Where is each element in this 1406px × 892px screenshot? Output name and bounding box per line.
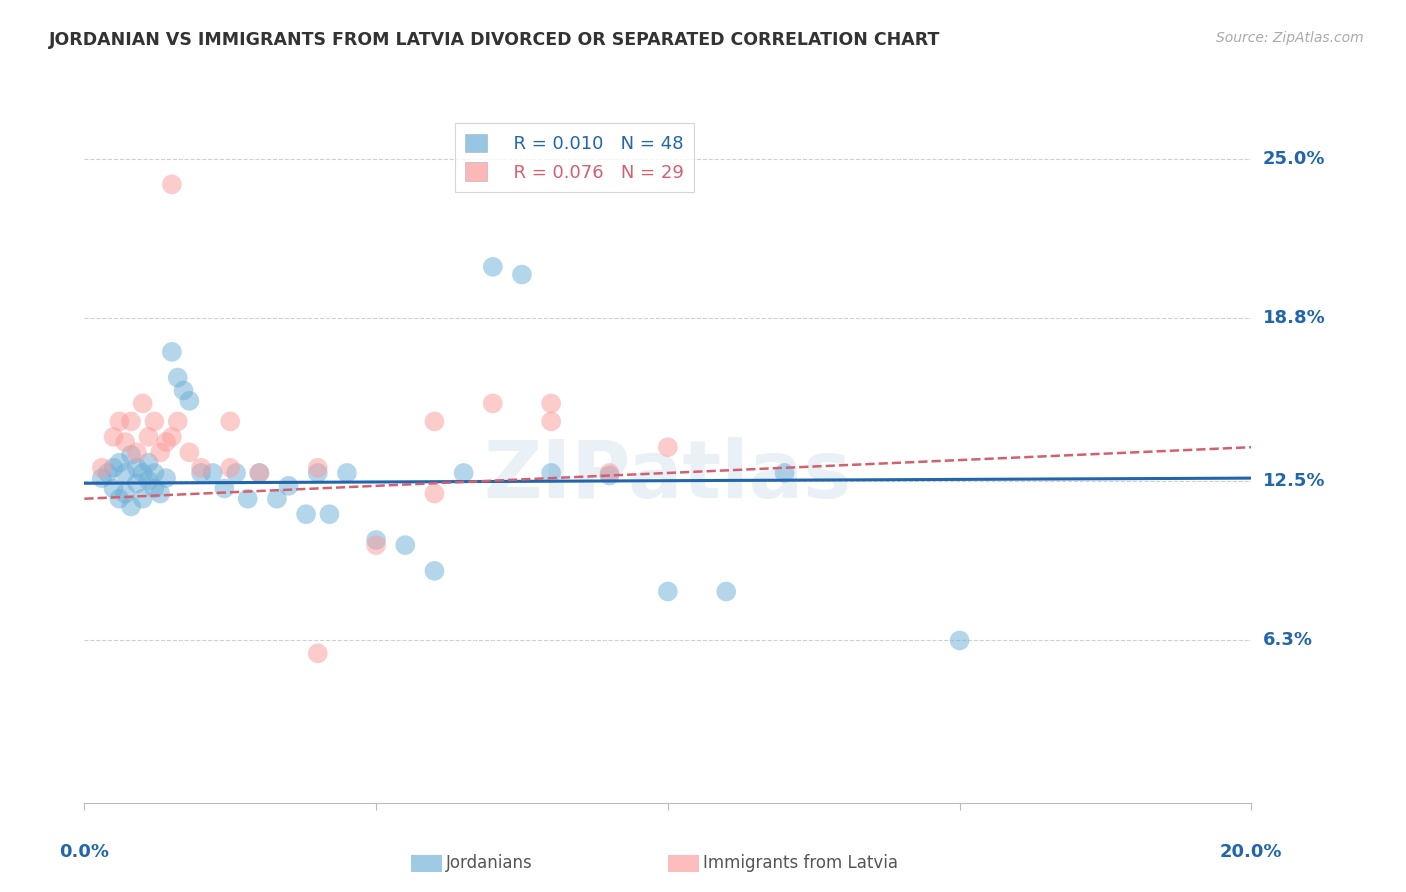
Point [423,486,446,500]
Point [132,466,155,480]
Point [120,414,142,428]
Point [143,466,166,480]
Point [540,466,562,480]
Text: Immigrants from Latvia: Immigrants from Latvia [703,855,898,872]
Text: 6.3%: 6.3% [1263,632,1313,649]
Point [540,414,562,428]
Point [714,584,737,599]
Point [201,466,224,480]
Point [132,491,155,506]
Point [173,384,195,398]
Point [481,396,505,410]
Point [114,466,136,480]
Legend:   R = 0.010   N = 48,   R = 0.076   N = 29: R = 0.010 N = 48, R = 0.076 N = 29 [454,123,695,193]
Point [160,430,183,444]
Point [214,482,236,496]
Point [97,466,120,480]
Point [125,460,148,475]
Point [481,260,505,274]
Point [336,466,359,480]
Point [219,460,242,475]
Point [155,471,177,485]
Point [423,564,446,578]
Point [307,460,329,475]
Text: JORDANIAN VS IMMIGRANTS FROM LATVIA DIVORCED OR SEPARATED CORRELATION CHART: JORDANIAN VS IMMIGRANTS FROM LATVIA DIVO… [49,31,941,49]
Point [948,633,970,648]
Point [295,507,318,521]
Point [138,430,160,444]
Point [599,466,621,480]
Point [166,370,188,384]
Point [366,533,388,547]
Point [114,435,136,450]
Point [120,500,142,514]
Point [108,456,131,470]
Point [166,414,188,428]
Point [155,435,177,450]
Point [225,466,247,480]
Point [143,414,166,428]
Point [149,486,172,500]
Point [90,460,112,475]
Point [138,456,160,470]
Text: 20.0%: 20.0% [1220,843,1282,861]
Point [307,646,329,660]
Point [773,466,796,480]
Point [90,471,112,485]
Point [307,466,329,480]
Text: 0.0%: 0.0% [59,843,110,861]
Point [394,538,416,552]
Point [510,268,533,282]
Text: Source: ZipAtlas.com: Source: ZipAtlas.com [1216,31,1364,45]
Point [125,476,148,491]
Point [190,466,212,480]
Point [103,482,125,496]
Point [247,466,270,480]
Point [657,440,679,454]
Point [179,393,201,408]
Point [247,466,270,480]
Text: ZIPatlas: ZIPatlas [484,437,852,515]
Text: 12.5%: 12.5% [1263,472,1324,490]
Point [108,491,131,506]
Point [423,414,446,428]
Text: Jordanians: Jordanians [446,855,533,872]
Point [190,460,212,475]
Point [120,448,142,462]
Point [179,445,201,459]
Point [108,414,131,428]
Point [143,482,166,496]
Point [138,474,160,488]
Point [657,584,679,599]
Text: 25.0%: 25.0% [1263,150,1324,168]
Point [103,460,125,475]
Point [125,445,148,459]
Point [266,491,288,506]
Point [599,468,621,483]
Point [453,466,475,480]
Point [103,430,125,444]
Text: 18.8%: 18.8% [1263,310,1326,327]
Point [160,178,183,192]
Point [540,396,562,410]
Point [149,445,172,459]
Point [160,344,183,359]
Point [132,396,155,410]
Point [318,507,340,521]
Point [236,491,259,506]
Point [366,538,388,552]
Point [277,479,299,493]
Point [219,414,242,428]
Point [114,486,136,500]
